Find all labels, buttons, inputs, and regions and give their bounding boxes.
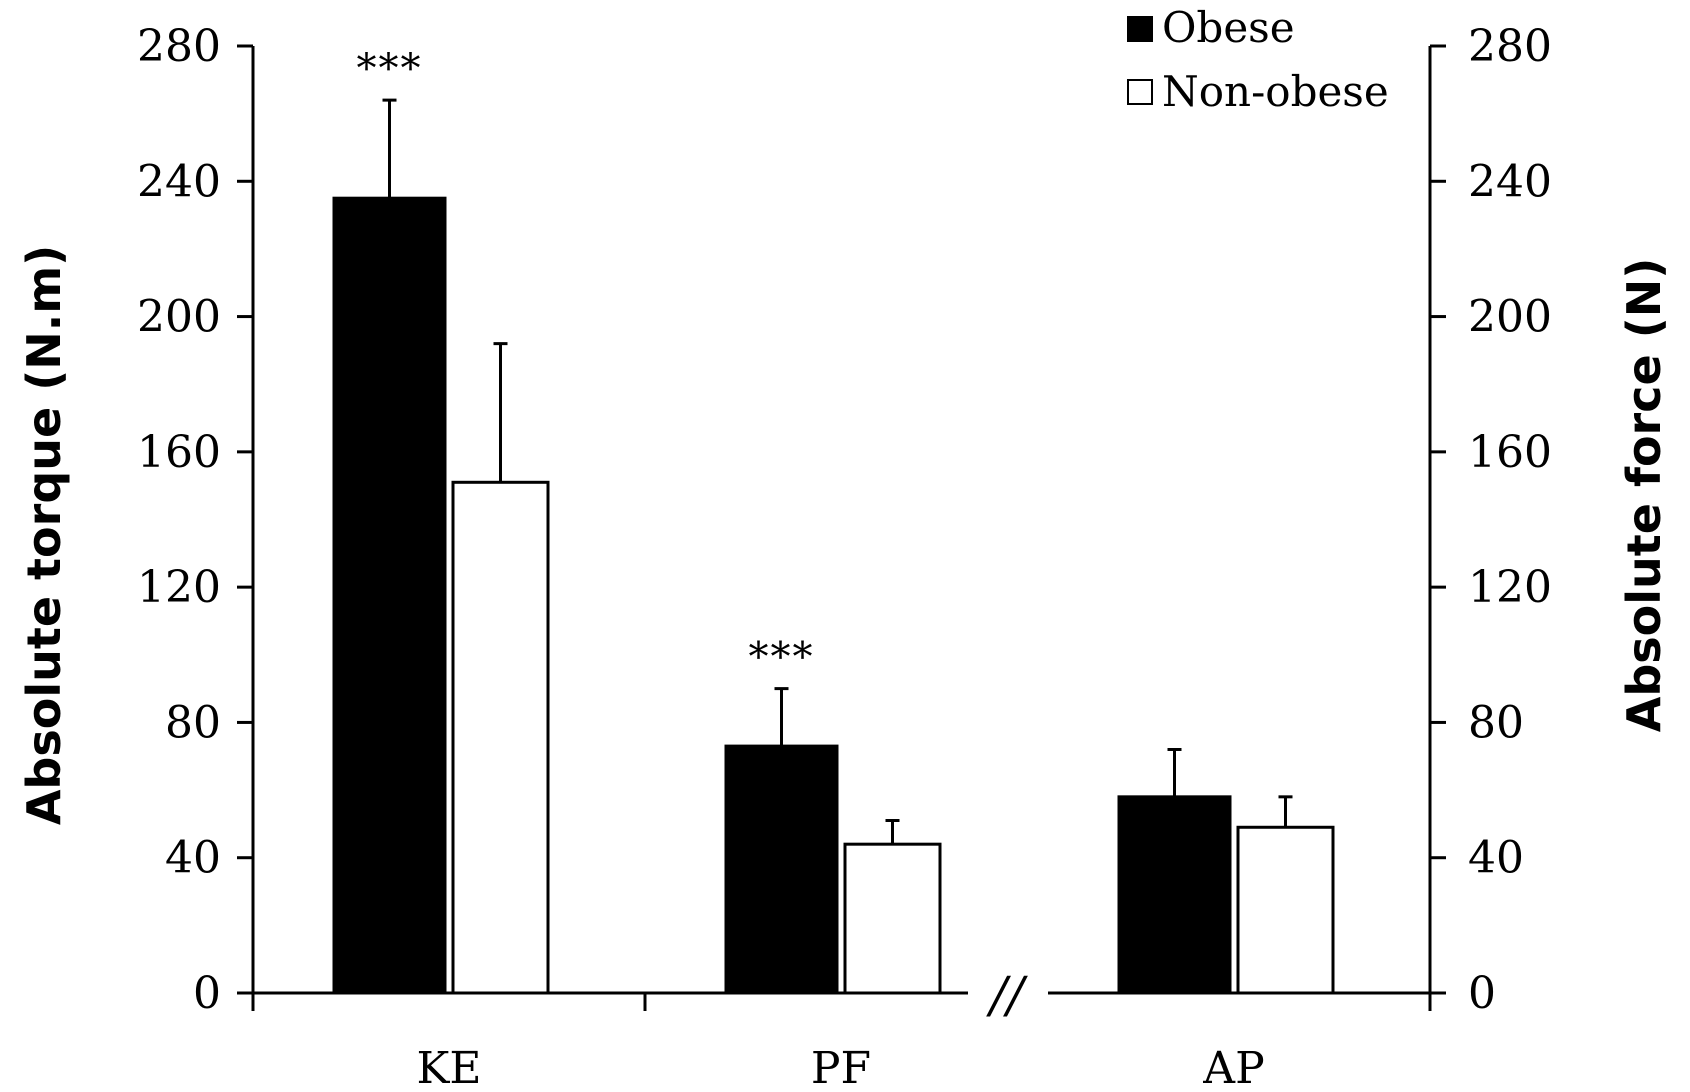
bar-ap-obese — [1117, 795, 1232, 995]
y2-tick-label: 200 — [1468, 292, 1552, 343]
y2-tick-label: 240 — [1468, 156, 1552, 207]
legend-label-non-obese: Non-obese — [1162, 67, 1389, 116]
y-tick-label: 240 — [137, 156, 221, 207]
category-label-pf: PF — [811, 1043, 871, 1092]
bar-ap-non-obese — [1236, 825, 1335, 995]
bar-ke-obese — [332, 196, 447, 995]
bar-pf-obese — [724, 744, 839, 995]
bar-pf-non-obese — [843, 842, 942, 995]
legend-swatch-non-obese — [1127, 79, 1153, 105]
category-label-ke: KE — [417, 1043, 482, 1092]
y2-tick-label: 40 — [1468, 833, 1524, 884]
significance-pf: *** — [749, 635, 815, 681]
axis-break-mark: // — [986, 966, 1028, 1024]
y-tick-label: 280 — [137, 21, 221, 72]
y-tick-label: 40 — [165, 833, 221, 884]
bar-ke-non-obese — [451, 480, 550, 995]
y-tick-label: 120 — [137, 562, 221, 613]
y-tick-label: 160 — [137, 427, 221, 478]
y2-tick-label: 120 — [1468, 562, 1552, 613]
legend-swatch-obese — [1127, 16, 1153, 42]
legend-label-obese: Obese — [1162, 3, 1295, 52]
labels: 0 40 80 120 160 200 240 280 0 40 80 120 160 200 240 280… — [137, 21, 1552, 1092]
y-tick-label: 0 — [193, 968, 221, 1019]
y2-tick-label: 160 — [1468, 427, 1552, 478]
y2-tick-label: 0 — [1468, 968, 1496, 1019]
y-tick-label: 200 — [137, 292, 221, 343]
y2-tick-label: 280 — [1468, 21, 1552, 72]
bars — [332, 196, 1335, 995]
category-label-ap: AP — [1202, 1043, 1264, 1092]
significance-ke: *** — [357, 46, 423, 92]
y-axis-title: Absolute torque (N.m) — [17, 245, 71, 825]
y-tick-label: 80 — [165, 697, 221, 748]
error-bars — [382, 98, 1293, 845]
legend: Obese Non-obese — [1127, 3, 1389, 116]
y2-tick-label: 80 — [1468, 697, 1524, 748]
y2-axis-title: Absolute force (N) — [1617, 258, 1671, 733]
